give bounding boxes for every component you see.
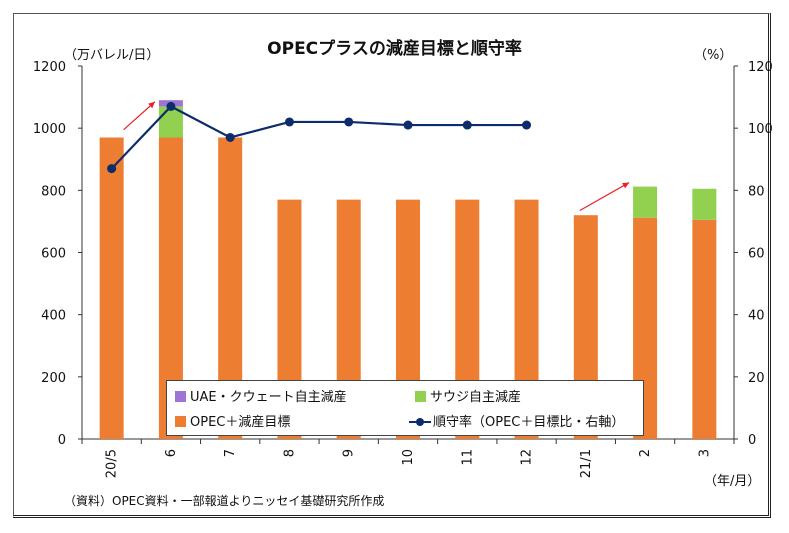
- compliance-line: [110, 105, 527, 170]
- left-axis-unit: （万バレル/日）: [64, 48, 160, 63]
- bar-segment: [633, 186, 658, 218]
- legend-swatch-uae-kuwait: [175, 391, 186, 402]
- x-tick-label: 21/1: [579, 449, 594, 478]
- y-tick-label-right: 0: [748, 433, 756, 448]
- legend-label-compliance: 順守率（OPEC＋目標比・右軸）: [433, 415, 625, 430]
- y-tick-label-left: 400: [41, 309, 66, 324]
- legend-swatch-opec-target: [175, 416, 186, 427]
- y-tick-label-left: 1200: [33, 60, 66, 75]
- y-tick-label-right: 120: [748, 60, 773, 75]
- compliance-point: [284, 117, 294, 127]
- bar-segment: [99, 137, 124, 439]
- compliance-point: [225, 132, 235, 142]
- compliance-point: [107, 164, 117, 174]
- bar-segment: [692, 188, 717, 220]
- compliance-point: [522, 120, 532, 130]
- y-tick-label-left: 1000: [33, 122, 66, 137]
- x-tick-label: 10: [401, 449, 416, 466]
- x-tick-label: 12: [520, 449, 535, 466]
- y-tick-label-right: 60: [748, 247, 765, 262]
- x-tick-label: 3: [697, 449, 712, 457]
- legend-label-uae-kuwait: UAE・クウェート自主減産: [190, 390, 347, 405]
- compliance-point: [462, 120, 472, 130]
- increase-arrow: [579, 182, 630, 212]
- y-tick-label-right: 80: [748, 184, 765, 199]
- legend-swatch-saudi: [415, 391, 426, 402]
- y-tick-label-left: 0: [58, 433, 66, 448]
- right-axis-unit: （%）: [694, 48, 733, 63]
- y-tick-label-left: 800: [41, 184, 66, 199]
- legend-label-opec-target: OPEC＋減産目標: [190, 415, 291, 430]
- increase-arrow: [123, 101, 156, 131]
- compliance-point: [344, 117, 354, 127]
- legend-item-opec-target: OPEC＋減産目標: [175, 411, 290, 430]
- x-tick-label: 2: [638, 449, 653, 457]
- y-tick-label-right: 100: [748, 122, 773, 137]
- legend-swatch-compliance: [409, 416, 431, 427]
- source-note: （資料）OPEC資料・一部報道よりニッセイ基礎研究所作成: [64, 494, 385, 508]
- y-tick-label-right: 40: [748, 309, 765, 324]
- y-tick-label-right: 20: [748, 371, 765, 386]
- chart-title: OPECプラスの減産目標と順守率: [267, 39, 522, 59]
- x-tick-label: 8: [282, 449, 297, 457]
- legend: UAE・クウェート自主減産 サウジ自主減産 OPEC＋減産目標 順守率（OPEC…: [166, 380, 644, 436]
- x-tick-label: 9: [342, 449, 357, 457]
- bar-segment: [692, 219, 717, 439]
- y-tick-label-left: 600: [41, 247, 66, 262]
- x-tick-label: 11: [460, 449, 475, 466]
- x-tick-label: 7: [223, 449, 238, 457]
- compliance-point: [166, 101, 176, 111]
- increase-arrowhead: [622, 182, 630, 189]
- x-tick-label: 6: [164, 449, 179, 457]
- x-axis-unit: （年/月）: [704, 474, 761, 489]
- y-tick-label-left: 200: [41, 371, 66, 386]
- compliance-point: [403, 120, 413, 130]
- legend-label-saudi: サウジ自主減産: [430, 390, 522, 405]
- increase-arrowhead: [148, 101, 155, 109]
- legend-item-saudi: サウジ自主減産: [415, 386, 521, 405]
- legend-item-compliance: 順守率（OPEC＋目標比・右軸）: [409, 411, 624, 430]
- x-tick-label: 20/5: [105, 449, 120, 478]
- legend-item-uae-kuwait: UAE・クウェート自主減産: [175, 386, 347, 405]
